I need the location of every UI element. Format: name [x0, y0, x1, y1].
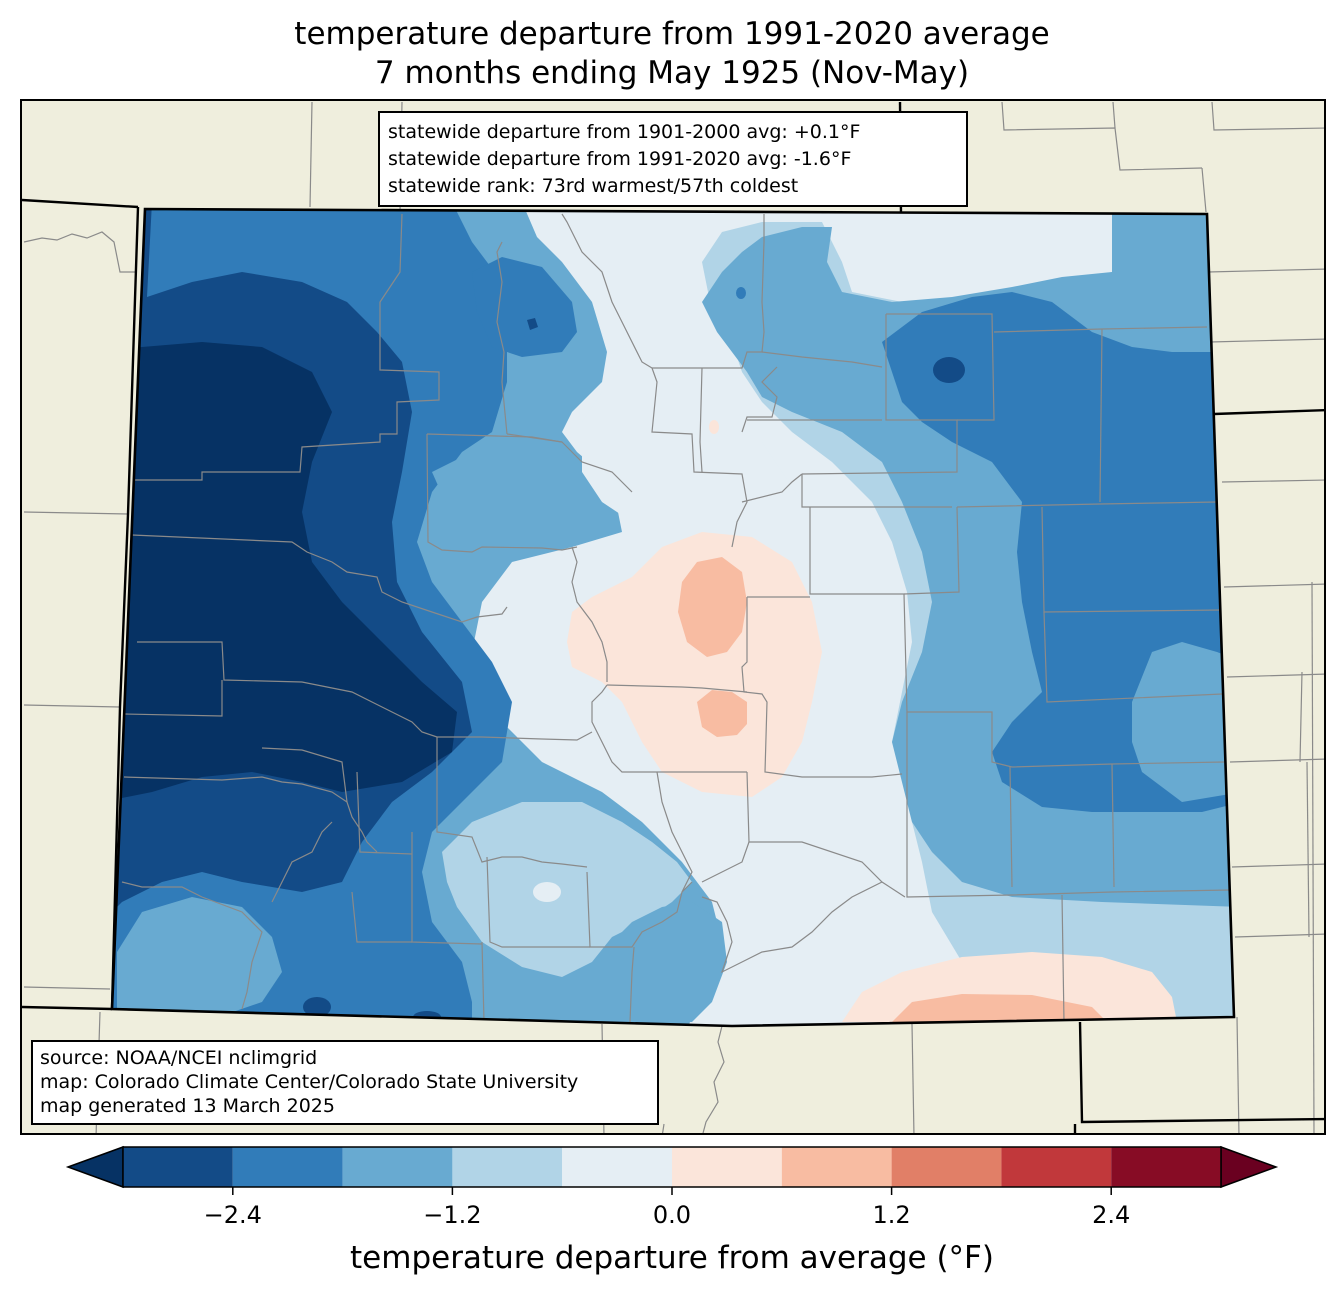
colorbar-bin-7 — [891, 1147, 1002, 1187]
colorbar-bin-3 — [452, 1147, 563, 1187]
colorado-outline — [110, 207, 1236, 1028]
map-credit-line: map: Colorado Climate Center/Colorado St… — [40, 1071, 579, 1093]
colorbar-bin-4 — [562, 1147, 672, 1187]
colorado-county-lines — [121, 213, 1231, 1023]
colorbar-bin-6 — [781, 1147, 892, 1187]
colorbar-tick-label-1: −1.2 — [423, 1201, 481, 1229]
statewide-stats-box: statewide departure from 1901-2000 avg: … — [378, 111, 968, 207]
colorbar-overflow-arrow — [1220, 1145, 1279, 1189]
colorbar-bin-1 — [232, 1147, 343, 1187]
map-title-line-1: temperature departure from 1991-2020 ave… — [294, 16, 1050, 52]
source-line: source: NOAA/NCEI nclimgrid — [40, 1047, 318, 1069]
map-title-line-2: 7 months ending May 1925 (Nov-May) — [374, 55, 970, 91]
colorbar-bin-0 — [123, 1147, 233, 1187]
map-frame — [20, 99, 1326, 1135]
colorbar-tick-label-2: 0.0 — [653, 1201, 691, 1229]
temperature-contours — [112, 209, 1234, 1026]
stats-departure-1901-2000: statewide departure from 1901-2000 avg: … — [388, 121, 861, 143]
colorbar-bin-2 — [342, 1147, 453, 1187]
colorbar-label: temperature departure from average (°F) — [350, 1240, 994, 1276]
colorbar-tick-label-4: 2.4 — [1092, 1201, 1130, 1229]
source-credit-box: source: NOAA/NCEI nclimgrid map: Colorad… — [31, 1040, 659, 1125]
generated-date-line: map generated 13 March 2025 — [40, 1095, 335, 1117]
colorbar-tick-label-3: 1.2 — [873, 1201, 911, 1229]
stats-departure-1991-2020: statewide departure from 1991-2020 avg: … — [388, 148, 852, 170]
colorbar-bin-5 — [672, 1147, 782, 1187]
colorbar-underflow-arrow — [65, 1145, 124, 1189]
colorbar-tick-label-0: −2.4 — [204, 1201, 262, 1229]
stats-rank: statewide rank: 73rd warmest/57th coldes… — [388, 175, 799, 197]
colorbar-bin-9 — [1111, 1147, 1221, 1187]
colorado-map — [22, 101, 1324, 1133]
colorbar-bin-8 — [1001, 1147, 1112, 1187]
colorbar: −2.4 −1.2 0.0 1.2 2.4 — [65, 1145, 1279, 1229]
